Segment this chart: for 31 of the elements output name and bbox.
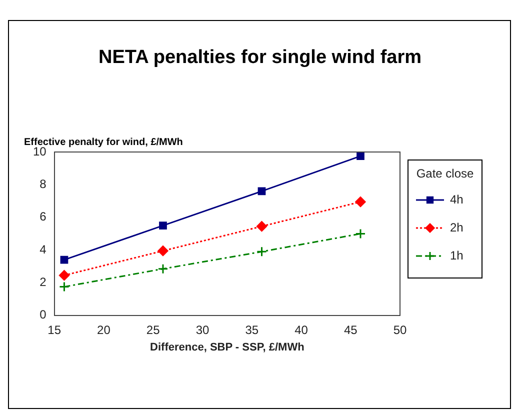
legend-title: Gate close bbox=[416, 166, 474, 180]
x-tick-label: 40 bbox=[294, 322, 308, 337]
x-tick-label: 50 bbox=[393, 322, 407, 337]
point bbox=[256, 246, 267, 257]
point bbox=[356, 152, 364, 160]
point bbox=[256, 221, 267, 232]
legend-label: 2h bbox=[450, 220, 464, 234]
x-axis-title: Difference, SBP - SSP, £/MWh bbox=[150, 341, 305, 354]
x-tick-label: 25 bbox=[146, 322, 160, 337]
x-tick-label: 30 bbox=[196, 322, 210, 337]
legend-label: 4h bbox=[450, 192, 464, 206]
x-tick-label: 15 bbox=[48, 322, 62, 337]
point bbox=[58, 282, 70, 292]
point bbox=[258, 187, 266, 196]
x-tick-label: 20 bbox=[97, 322, 111, 337]
point bbox=[159, 222, 167, 230]
point bbox=[158, 264, 168, 274]
x-tick-label: 35 bbox=[245, 322, 259, 337]
point bbox=[158, 246, 168, 256]
point bbox=[58, 270, 70, 281]
y-tick-label: 8 bbox=[40, 176, 47, 191]
chart-title: NETA penalties for single wind farm bbox=[98, 47, 422, 68]
x-tick-label: 45 bbox=[344, 322, 358, 337]
point bbox=[355, 196, 366, 208]
y-tick-label: 6 bbox=[40, 210, 47, 224]
y-tick-label: 2 bbox=[40, 275, 47, 290]
y-tick-label: 0 bbox=[40, 308, 47, 322]
point bbox=[60, 256, 68, 264]
legend-label: 1h bbox=[450, 248, 464, 262]
y-tick-label: 4 bbox=[40, 242, 47, 256]
point bbox=[355, 228, 366, 239]
